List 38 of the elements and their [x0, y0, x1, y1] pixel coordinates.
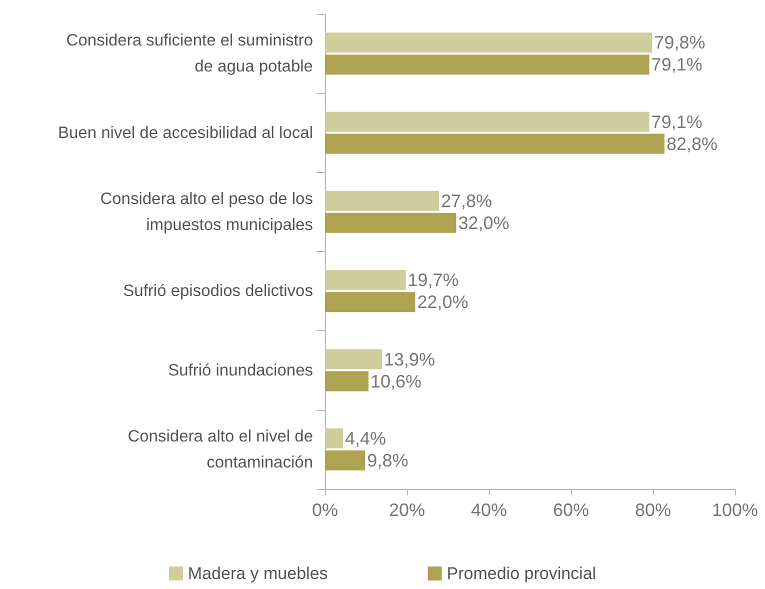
bar — [325, 212, 456, 233]
x-tick-label: 60% — [552, 500, 590, 520]
x-tick-label: 80% — [634, 500, 672, 520]
data-label: 79,1% — [651, 54, 702, 75]
data-label: 79,1% — [651, 112, 702, 132]
data-label: 13,9% — [384, 349, 436, 370]
data-label: 19,7% — [408, 270, 459, 290]
y-tick-label: Considera alto el nivel de contaminación — [128, 427, 313, 472]
data-label: 79,8% — [654, 32, 706, 53]
y-tick-label: Buen nivel de accesibilidad al local — [58, 124, 313, 142]
bar — [325, 371, 368, 392]
bar — [325, 134, 664, 154]
x-tick-label: 0% — [312, 500, 338, 520]
bar — [325, 270, 406, 290]
bar — [325, 292, 416, 312]
bar — [325, 349, 382, 370]
bar — [325, 112, 650, 132]
bar — [325, 32, 652, 53]
bar — [325, 450, 366, 470]
data-label: 27,8% — [440, 190, 492, 211]
data-label: 22,0% — [417, 292, 468, 312]
legend-label: Madera y muebles — [188, 564, 328, 583]
y-tick-label: Sufrió episodios delictivos — [123, 282, 313, 300]
x-tick-label: 40% — [470, 500, 508, 520]
data-label: 9,8% — [367, 450, 408, 470]
legend-label: Promedio provincial — [446, 564, 596, 583]
y-tick-label: Considera suficiente el suministro de agua potable — [66, 32, 313, 76]
data-label: 4,4% — [345, 428, 386, 448]
x-tick-label: 20% — [388, 500, 426, 520]
data-label: 32,0% — [458, 212, 510, 233]
data-label: 10,6% — [370, 371, 422, 392]
y-tick-label: Sufrió inundaciones — [168, 361, 313, 380]
data-label: 82,8% — [666, 134, 718, 154]
bar — [325, 190, 439, 211]
bar — [325, 54, 650, 75]
bar — [325, 428, 344, 448]
x-tick-label: 100% — [712, 500, 758, 520]
y-tick-label: Considera alto el peso de los impuestos municipales — [100, 190, 313, 234]
